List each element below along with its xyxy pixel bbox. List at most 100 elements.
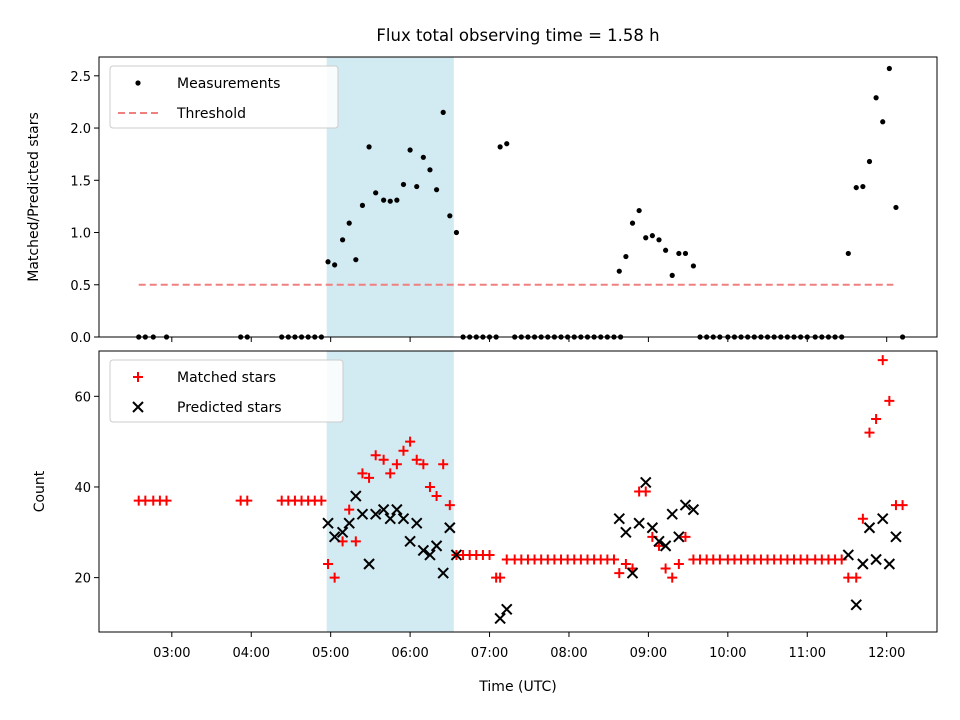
measurement-point	[373, 190, 379, 196]
measurement-point	[400, 181, 407, 188]
observing-window-shade	[326, 351, 454, 632]
measurement-point	[886, 65, 892, 72]
observing-window-shade	[326, 57, 454, 337]
predicted-star-point	[424, 549, 436, 561]
y-tick-label: 40	[74, 481, 91, 496]
top-panel: 0.0 0.5 1.0 1.5 2.0 2.5 Matched/Predicted star…	[26, 26, 938, 346]
matched-star-point	[438, 459, 449, 470]
matched-star-point	[444, 500, 455, 511]
predicted-star-point	[322, 517, 334, 529]
matched-star-point	[884, 395, 895, 406]
predicted-star-point	[430, 540, 443, 552]
measurement-point	[427, 167, 433, 173]
legend-marker-dot	[135, 80, 141, 86]
legend: Matched stars Predicted stars	[109, 359, 344, 423]
measurement-point	[860, 183, 866, 190]
axes-frame	[98, 56, 938, 338]
predicted-star-point	[391, 503, 403, 516]
x-tick-label: 12:00	[868, 646, 905, 661]
matched-star-point	[431, 491, 442, 502]
measurement-point	[669, 272, 675, 278]
predicted-star-point	[890, 531, 902, 543]
predicted-star-point	[411, 517, 423, 529]
y-tick-label: 2.5	[70, 70, 91, 85]
legend-box	[109, 359, 344, 423]
x-tick-label: 10:00	[709, 646, 746, 661]
predicted-star-point	[659, 540, 672, 552]
measurement-point	[690, 263, 697, 269]
matched-star-point	[851, 572, 862, 583]
legend-label: Measurements	[177, 76, 280, 92]
measurement-point	[504, 141, 510, 147]
legend-box	[109, 65, 339, 129]
predicted-star-point	[673, 531, 685, 543]
predicted-star-point	[626, 567, 639, 579]
measurement-point	[682, 250, 689, 257]
matched-star-point	[640, 486, 651, 497]
measurement-point	[656, 237, 662, 243]
predicted-star-point	[687, 503, 700, 516]
predicted-star-point	[450, 549, 463, 561]
y-axis-title: Count	[32, 470, 48, 512]
matched-star-point	[864, 427, 875, 438]
matched-star-point	[316, 495, 327, 506]
y-tick-label: 1.0	[70, 227, 91, 242]
measurement-point	[387, 198, 393, 204]
measurement-point	[853, 184, 859, 191]
measurement-point	[643, 235, 649, 241]
matched-star-point	[344, 504, 355, 515]
y-tick-label: 60	[74, 390, 91, 405]
matched-star-point	[857, 513, 868, 524]
predicted-star-point	[653, 535, 665, 548]
x-tick-label: 08:00	[550, 646, 587, 661]
matched-star-point	[877, 355, 888, 366]
predicted-star-point	[328, 531, 341, 543]
matched-star-point	[424, 481, 435, 492]
measurement-point	[359, 202, 366, 208]
predicted-star-point	[363, 558, 375, 570]
legend: Measurements Threshold	[109, 65, 339, 129]
legend-marker-x	[132, 401, 144, 413]
predicted-star-point	[494, 612, 506, 625]
predicted-star-point	[620, 526, 632, 538]
predicted-star-point	[356, 508, 369, 520]
measurement-point	[873, 95, 879, 101]
matched-star-point	[161, 495, 172, 506]
measurement-point	[407, 147, 413, 153]
matched-star-point	[323, 559, 334, 570]
matched-star-point	[242, 495, 253, 506]
predicted-star-point	[417, 544, 430, 557]
matched-star-point	[398, 445, 409, 456]
measurement-point	[880, 119, 886, 125]
y-tick-label: 0.5	[70, 279, 91, 294]
matched-star-point	[405, 436, 416, 447]
measurement-point	[636, 207, 642, 214]
predicted-star-point	[850, 599, 862, 611]
matched-star-point	[897, 500, 908, 511]
measurement-point	[433, 187, 440, 193]
predicted-star-point	[350, 490, 362, 502]
measurement-point	[616, 268, 622, 274]
measurement-point	[663, 247, 669, 253]
x-tick-label: 11:00	[789, 646, 826, 661]
predicted-star-point	[437, 567, 449, 579]
y-tick-label: 0.0	[70, 331, 91, 346]
x-axis-title: Time (UTC)	[478, 679, 556, 695]
measurement-point	[381, 197, 387, 203]
matched-star-point	[370, 450, 381, 461]
matched-star-point	[660, 563, 671, 574]
measurement-point	[353, 257, 359, 263]
predicted-star-point	[369, 508, 382, 520]
chart-title: Flux total observing time = 1.58 h	[376, 26, 659, 45]
legend-label: Predicted stars	[177, 400, 282, 416]
x-tick-label: 09:00	[630, 646, 667, 661]
predicted-star-point	[646, 522, 659, 534]
matched-star-point	[350, 536, 361, 547]
predicted-star-point	[863, 522, 876, 534]
predicted-star-point	[343, 517, 355, 529]
x-tick-label: 03:00	[153, 646, 190, 661]
measurement-point	[629, 220, 636, 226]
measurement-point	[453, 229, 460, 236]
predicted-star-point	[613, 512, 625, 525]
matched-star-point	[385, 468, 396, 479]
